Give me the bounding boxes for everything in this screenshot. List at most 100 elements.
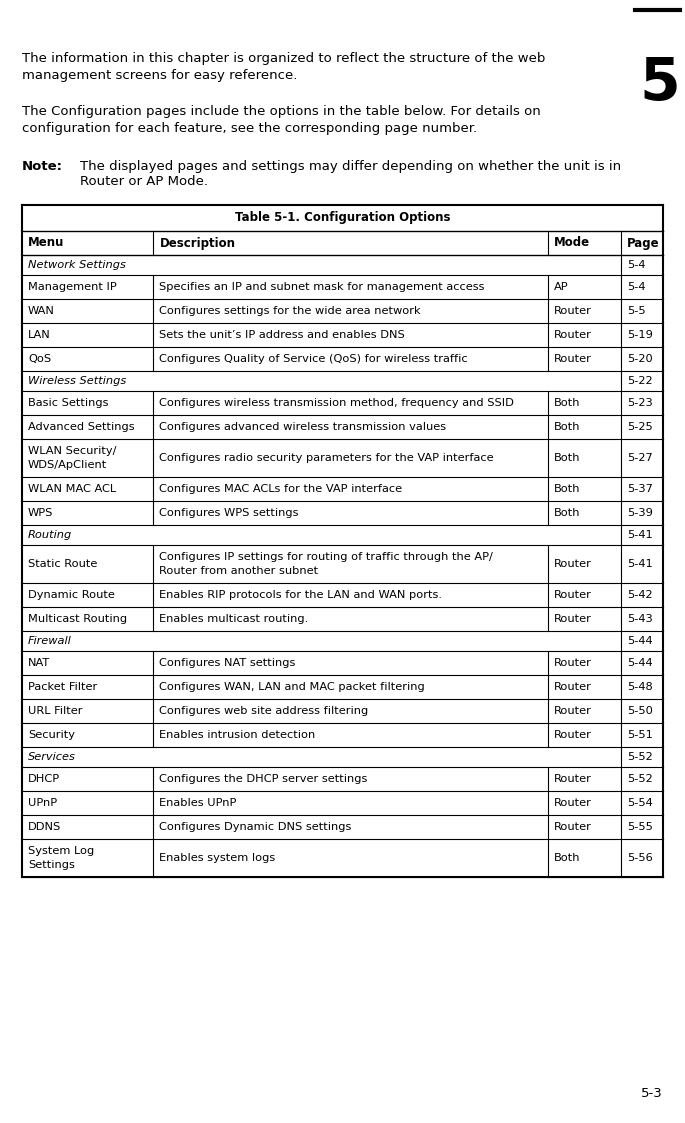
Text: Table 5-1. Configuration Options: Table 5-1. Configuration Options — [235, 211, 450, 225]
Text: Router: Router — [553, 658, 591, 668]
Text: Configures IP settings for routing of traffic through the AP/: Configures IP settings for routing of tr… — [160, 553, 493, 563]
Text: Both: Both — [553, 508, 580, 518]
Text: WLAN MAC ACL: WLAN MAC ACL — [28, 484, 116, 494]
Text: Configures WPS settings: Configures WPS settings — [160, 508, 299, 518]
Text: Enables system logs: Enables system logs — [160, 853, 275, 862]
Text: 5-27: 5-27 — [627, 453, 653, 463]
Text: Enables intrusion detection: Enables intrusion detection — [160, 730, 316, 740]
Text: WAN: WAN — [28, 305, 55, 316]
Text: Configures radio security parameters for the VAP interface: Configures radio security parameters for… — [160, 453, 494, 463]
Text: 5-44: 5-44 — [627, 658, 653, 668]
Text: 5-44: 5-44 — [627, 636, 653, 646]
Text: 5-50: 5-50 — [627, 706, 653, 716]
Text: 5-23: 5-23 — [627, 398, 653, 408]
Text: Services: Services — [28, 752, 76, 763]
Text: Both: Both — [553, 398, 580, 408]
Text: LAN: LAN — [28, 330, 51, 340]
Text: 5-41: 5-41 — [627, 530, 653, 540]
Text: Both: Both — [553, 853, 580, 862]
Text: Page: Page — [627, 237, 660, 249]
Text: Multicast Routing: Multicast Routing — [28, 614, 127, 624]
Text: Configures MAC ACLs for the VAP interface: Configures MAC ACLs for the VAP interfac… — [160, 484, 403, 494]
Text: Router: Router — [553, 614, 591, 624]
Text: WLAN Security/: WLAN Security/ — [28, 447, 116, 457]
Text: 5-5: 5-5 — [627, 305, 646, 316]
Text: Sets the unit’s IP address and enables DNS: Sets the unit’s IP address and enables D… — [160, 330, 405, 340]
Text: Enables RIP protocols for the LAN and WAN ports.: Enables RIP protocols for the LAN and WA… — [160, 590, 443, 600]
Text: AP: AP — [553, 282, 569, 292]
Text: Static Route: Static Route — [28, 559, 97, 569]
Text: Packet Filter: Packet Filter — [28, 682, 97, 692]
Text: Enables UPnP: Enables UPnP — [160, 798, 237, 809]
Text: Settings: Settings — [28, 859, 75, 869]
Text: Router: Router — [553, 774, 591, 784]
Text: 5-51: 5-51 — [627, 730, 653, 740]
Text: 5-20: 5-20 — [627, 354, 653, 364]
Text: Basic Settings: Basic Settings — [28, 398, 108, 408]
Text: Configures advanced wireless transmission values: Configures advanced wireless transmissio… — [160, 422, 447, 432]
Text: Router: Router — [553, 730, 591, 740]
Text: Router: Router — [553, 330, 591, 340]
Text: 5-52: 5-52 — [627, 774, 653, 784]
Text: Configures settings for the wide area network: Configures settings for the wide area ne… — [160, 305, 421, 316]
Text: Configures web site address filtering: Configures web site address filtering — [160, 706, 369, 716]
Text: UPnP: UPnP — [28, 798, 57, 809]
Text: Configures the DHCP server settings: Configures the DHCP server settings — [160, 774, 368, 784]
Text: Specifies an IP and subnet mask for management access: Specifies an IP and subnet mask for mana… — [160, 282, 485, 292]
Text: Dynamic Route: Dynamic Route — [28, 590, 115, 600]
Text: DDNS: DDNS — [28, 822, 61, 832]
Text: 5-3: 5-3 — [641, 1087, 663, 1101]
Text: 5-42: 5-42 — [627, 590, 653, 600]
Text: 5-4: 5-4 — [627, 282, 646, 292]
Text: DHCP: DHCP — [28, 774, 60, 784]
Text: 5-19: 5-19 — [627, 330, 653, 340]
Text: Configures Quality of Service (QoS) for wireless traffic: Configures Quality of Service (QoS) for … — [160, 354, 468, 364]
Text: The information in this chapter is organized to reflect the structure of the web: The information in this chapter is organ… — [22, 52, 545, 82]
Text: 5-4: 5-4 — [627, 261, 646, 270]
Text: 5-25: 5-25 — [627, 422, 653, 432]
Text: 5-37: 5-37 — [627, 484, 653, 494]
Text: Router or AP Mode.: Router or AP Mode. — [80, 175, 208, 188]
Text: Enables multicast routing.: Enables multicast routing. — [160, 614, 309, 624]
Text: Note:: Note: — [22, 159, 63, 173]
Text: Menu: Menu — [28, 237, 64, 249]
Text: 5-52: 5-52 — [627, 752, 653, 763]
Text: System Log: System Log — [28, 847, 95, 857]
Text: Network Settings: Network Settings — [28, 261, 126, 270]
Text: 5-56: 5-56 — [627, 853, 653, 862]
Text: 5-39: 5-39 — [627, 508, 653, 518]
Text: Advanced Settings: Advanced Settings — [28, 422, 135, 432]
Text: Security: Security — [28, 730, 75, 740]
Text: The displayed pages and settings may differ depending on whether the unit is in: The displayed pages and settings may dif… — [80, 159, 621, 173]
Text: 5-22: 5-22 — [627, 376, 653, 386]
Text: Wireless Settings: Wireless Settings — [28, 376, 126, 386]
Text: Router: Router — [553, 822, 591, 832]
Text: 5-55: 5-55 — [627, 822, 653, 832]
Text: Routing: Routing — [28, 530, 72, 540]
Text: 5-41: 5-41 — [627, 559, 653, 569]
Text: Both: Both — [553, 422, 580, 432]
Text: QoS: QoS — [28, 354, 51, 364]
Text: Configures WAN, LAN and MAC packet filtering: Configures WAN, LAN and MAC packet filte… — [160, 682, 425, 692]
Text: Router: Router — [553, 354, 591, 364]
Text: Router: Router — [553, 305, 591, 316]
Text: 5-48: 5-48 — [627, 682, 653, 692]
Text: Router from another subnet: Router from another subnet — [160, 566, 319, 575]
Text: URL Filter: URL Filter — [28, 706, 82, 716]
Text: Router: Router — [553, 590, 591, 600]
Text: Both: Both — [553, 484, 580, 494]
Text: 5-54: 5-54 — [627, 798, 653, 809]
Text: Description: Description — [160, 237, 236, 249]
Text: 5-43: 5-43 — [627, 614, 653, 624]
Text: Both: Both — [553, 453, 580, 463]
Text: Configures Dynamic DNS settings: Configures Dynamic DNS settings — [160, 822, 352, 832]
Text: Router: Router — [553, 682, 591, 692]
Text: The Configuration pages include the options in the table below. For details on
c: The Configuration pages include the opti… — [22, 104, 540, 135]
Text: WDS/ApClient: WDS/ApClient — [28, 459, 108, 469]
Text: Firewall: Firewall — [28, 636, 72, 646]
Text: Configures wireless transmission method, frequency and SSID: Configures wireless transmission method,… — [160, 398, 514, 408]
Text: Management IP: Management IP — [28, 282, 116, 292]
Text: Mode: Mode — [553, 237, 590, 249]
Text: NAT: NAT — [28, 658, 50, 668]
Text: Router: Router — [553, 798, 591, 809]
